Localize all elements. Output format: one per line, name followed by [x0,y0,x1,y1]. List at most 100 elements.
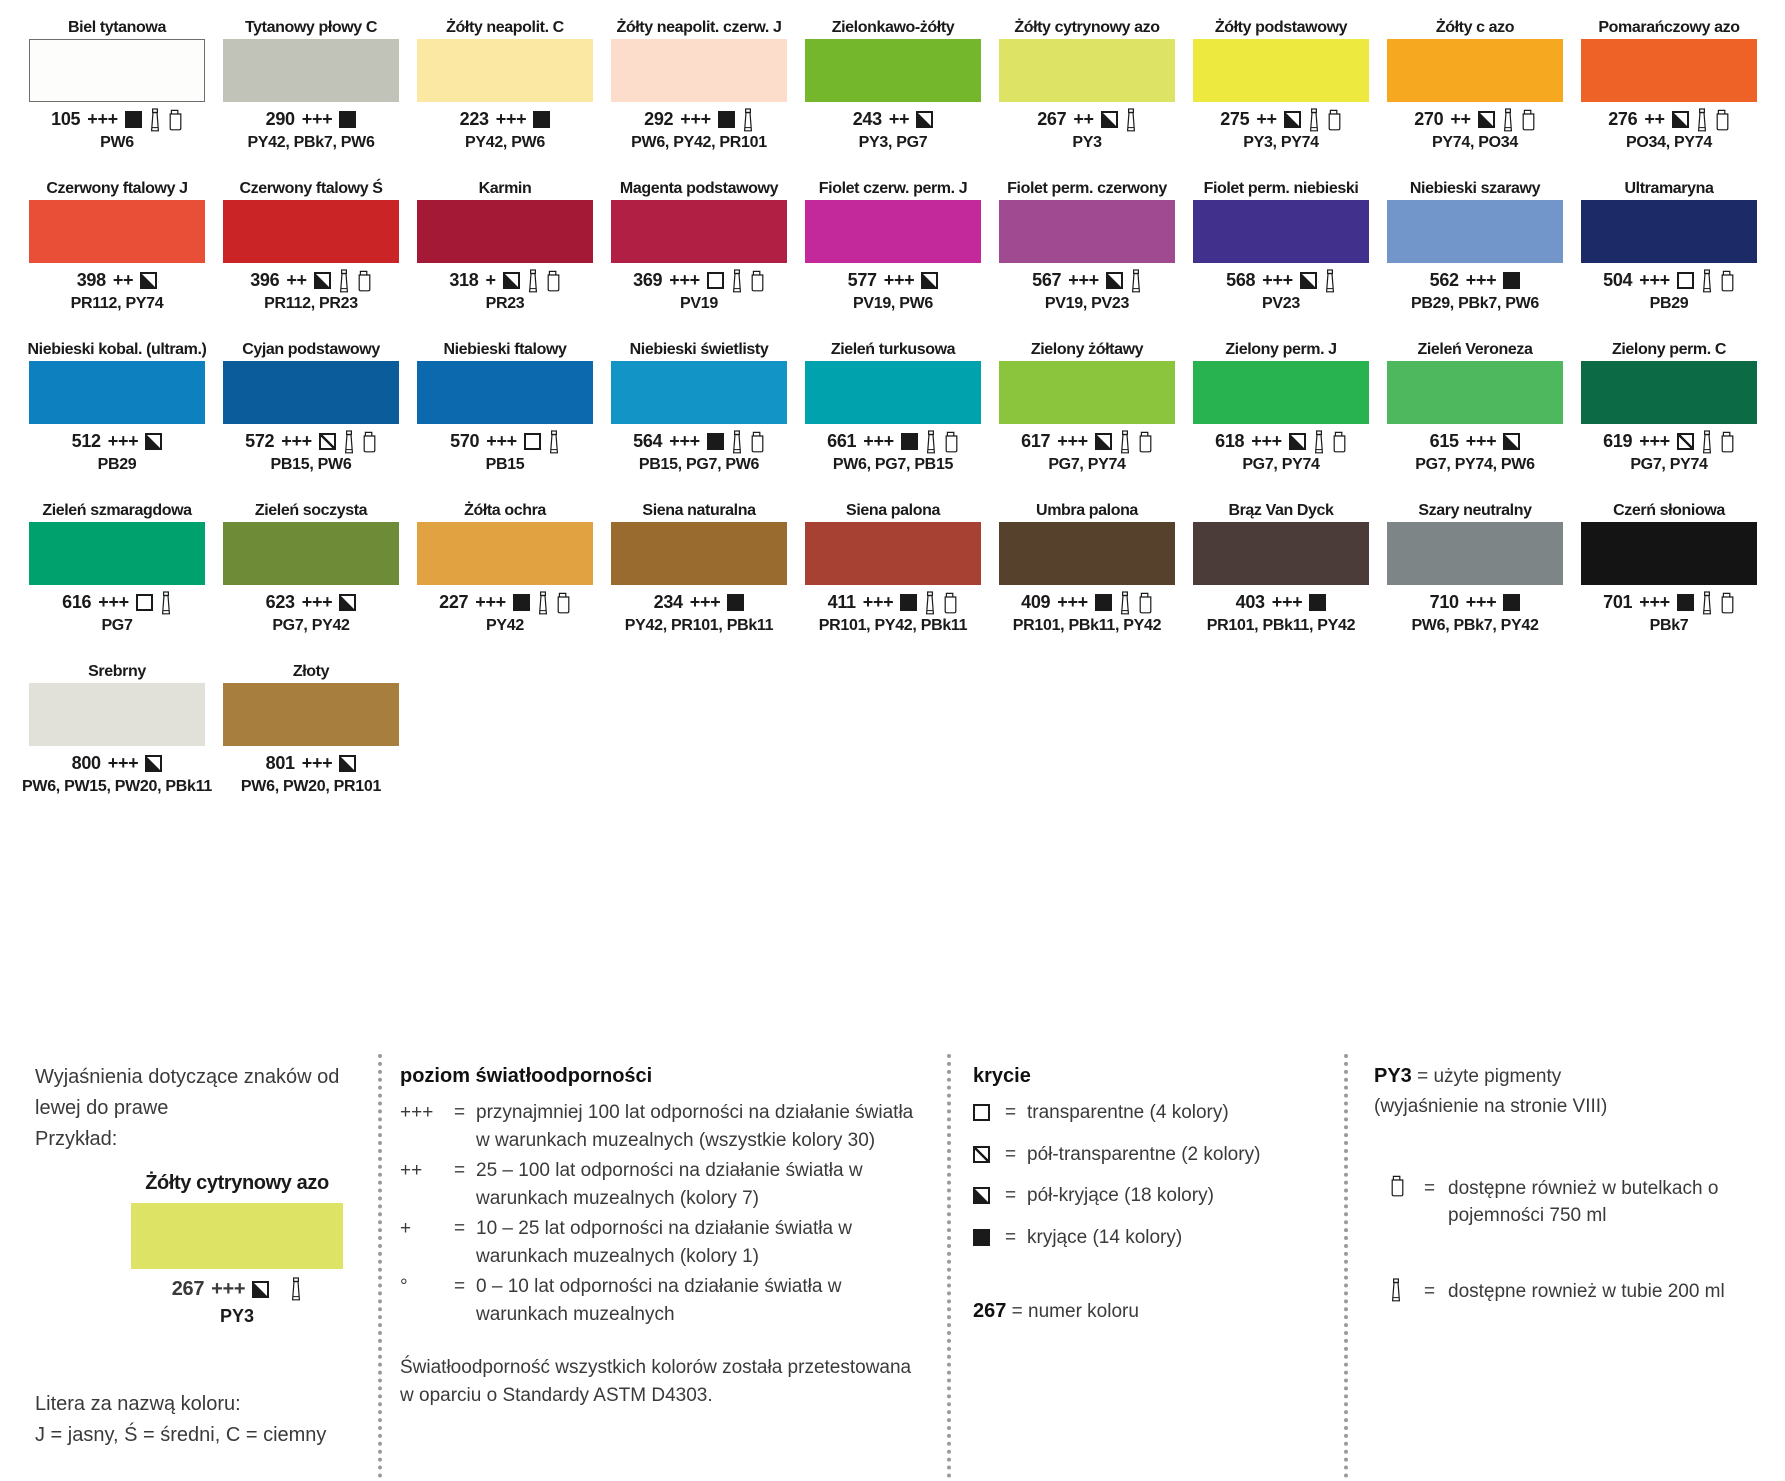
lightfastness-rating: +++ [87,109,118,129]
tube-icon [731,268,743,293]
color-swatch [999,522,1175,585]
bottle-icon [1327,109,1342,131]
color-pigments: PW6, PBk7, PY42 [1411,617,1539,634]
lightfastness-item: + = 10 – 25 lat odporności na działanie … [400,1218,853,1267]
color-number: 570 [450,431,480,451]
color-code-line: 801 +++ [214,751,408,776]
color-card: Zieleń turkusowa 661 +++ PW6, PG7, PB15 [796,338,990,499]
color-swatch [1581,361,1757,424]
bottle-icon [1138,431,1153,453]
color-name: Umbra palona [1036,502,1138,519]
color-name: Żółty podstawowy [1214,19,1348,36]
color-swatch [805,361,981,424]
color-swatch [1387,361,1563,424]
color-swatch [999,361,1175,424]
color-card: Zielony żółtawy 617 +++ PG7, PY74 [990,338,1184,499]
color-number: 564 [633,431,663,451]
color-swatch [417,39,593,102]
color-swatch [611,39,787,102]
lightfastness-rating: +++ [107,431,139,451]
transparent-square-icon [973,1104,990,1122]
color-number-note: 267 = numer koloru [973,1300,1139,1323]
color-name: Żółty neapolit. czerw. J [616,19,782,36]
color-code-line: 318 + [408,268,602,293]
color-pigments: PG7, PY74 [1630,456,1708,473]
opaque-square-icon [512,594,530,611]
color-pigments: PR112, PY74 [70,295,164,312]
color-name: Zieleń soczysta [254,502,368,519]
tube-icon [1701,590,1713,615]
color-card: Niebieski ftalowy 570 +++ PB15 [408,338,602,499]
color-pigments: PV23 [1262,295,1300,312]
color-card: Fiolet perm. niebieski 568 +++ PV23 [1184,177,1378,338]
lightfastness-rating: +++ [301,592,333,612]
lightfastness-rating: +++ [1465,592,1497,612]
color-card: Zielonkawo-żółty 243 ++ PY3, PG7 [796,16,990,177]
palette-grid: Biel tytanowa 105 +++ PW6 Tytanowy płowy… [20,16,1766,821]
color-number: 800 [71,753,101,773]
color-card: Zielony perm. C 619 +++ PG7, PY74 [1572,338,1766,499]
color-code-line: 512 +++ [20,429,214,454]
coverage-item: = pół-transparentne (2 kolory) [973,1141,1334,1169]
tube-icon [1313,429,1325,454]
semi-opaque-square-icon [502,272,520,289]
bottle-icon [362,431,377,453]
color-number: 568 [1226,270,1256,290]
color-number: 369 [633,270,663,290]
color-code-line: 243 ++ [796,107,990,132]
color-name: Srebrny [88,663,146,680]
color-number: 105 [51,109,81,129]
tube-icon [1324,268,1336,293]
legend-example-card: Żółty cytrynowy azo 267 +++ PY3 [117,1169,357,1329]
opaque-square-icon [900,594,918,611]
color-card: Zielony perm. J 618 +++ PG7, PY74 [1184,338,1378,499]
bottle-icon [1720,592,1735,614]
color-name: Niebieski szarawy [1409,180,1541,197]
color-code-line: 623 +++ [214,590,408,615]
tube-icon [1130,268,1142,293]
color-number: 267 [1037,109,1067,129]
color-name: Brąz Van Dyck [1228,502,1334,519]
tube-icon [1125,107,1137,132]
color-code-line: 292 +++ [602,107,796,132]
color-name: Zielony perm. C [1611,341,1727,358]
color-name: Biel tytanowa [68,19,166,36]
color-swatch [1387,39,1563,102]
semi-transparent-square-icon [973,1145,990,1163]
color-name: Tytanowy płowy C [245,19,377,36]
color-pigments: PR112, PR23 [264,295,358,312]
lightfastness-rating: +++ [281,431,312,451]
color-code-line: 572 +++ [214,429,408,454]
color-number: 318 [449,270,479,290]
bottle-icon [357,270,372,292]
color-swatch [611,522,787,585]
color-pigments: PB15, PG7, PW6 [638,456,760,473]
color-name: Karmin [478,180,532,197]
color-card: Zieleń Veroneza 615 +++ PG7, PY74, PW6 [1378,338,1572,499]
bottle-icon [556,592,571,614]
color-swatch [1193,522,1369,585]
color-number: 276 [1608,109,1638,129]
color-pigments: PBk7 [1649,617,1689,634]
color-number: 270 [1414,109,1444,129]
color-pigments: PY3 [1072,134,1102,151]
tube-icon [1701,268,1713,293]
color-name: Zieleń turkusowa [830,341,956,358]
color-swatch [1193,200,1369,263]
opaque-square-icon [727,594,745,611]
lightfastness-rating: +++ [1068,270,1099,290]
semi-opaque-square-icon [140,272,158,289]
lightfastness-rating: +++ [1271,592,1303,612]
opaque-square-icon [1676,594,1694,611]
semi-opaque-square-icon [1283,111,1301,128]
lightfastness-rating: +++ [1465,431,1497,451]
color-number: 617 [1021,431,1051,451]
lightfastness-rating: ++ [888,109,910,129]
lightfastness-rating: +++ [495,109,527,129]
color-name: Żółty neapolit. C [446,19,564,36]
color-number: 223 [459,109,489,129]
color-pigments: PB29, PBk7, PW6 [1410,295,1539,312]
color-number: 616 [62,592,92,612]
lightfastness-item: ° = 0 – 10 lat odporności na działanie ś… [400,1276,842,1325]
